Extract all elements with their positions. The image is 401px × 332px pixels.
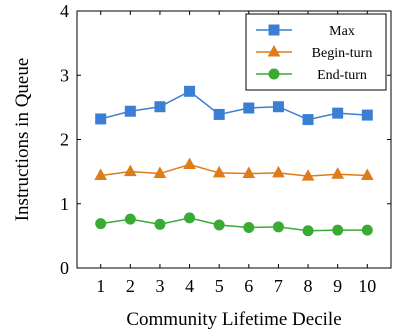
- x-axis-label: Community Lifetime Decile: [126, 309, 341, 330]
- data-point-max: [213, 108, 225, 120]
- data-point-max: [124, 105, 136, 117]
- y-tick-label: 1: [60, 194, 69, 214]
- x-tick-label: 9: [333, 276, 342, 296]
- data-point-begin-turn: [212, 165, 226, 178]
- y-tick-label: 0: [60, 258, 69, 278]
- x-tick-label: 7: [274, 276, 283, 296]
- data-point-begin-turn: [183, 157, 196, 170]
- data-point-end-turn: [243, 222, 255, 234]
- data-point-begin-turn: [242, 166, 256, 179]
- data-point-begin-turn: [301, 169, 315, 181]
- data-point-max: [184, 85, 196, 97]
- data-point-max: [361, 109, 373, 121]
- y-axis-label: Instructions in Queue: [12, 58, 33, 222]
- series-end-turn: [95, 212, 373, 237]
- series-line-begin-turn: [100, 163, 368, 177]
- data-point-end-turn: [213, 219, 225, 231]
- legend-marker-max: [268, 24, 280, 36]
- legend-label-end-turn: End-turn: [317, 68, 367, 83]
- legend: Max Begin-turn End-turn: [245, 13, 387, 91]
- data-point-begin-turn: [360, 168, 374, 180]
- data-point-max: [272, 101, 284, 113]
- x-tick-label: 3: [155, 276, 164, 296]
- legend-marker-begin-turn: [267, 44, 281, 57]
- x-tick-label: 10: [358, 276, 376, 296]
- data-point-begin-turn: [272, 165, 285, 178]
- series-line-max: [100, 90, 368, 121]
- data-point-end-turn: [302, 225, 314, 237]
- x-tick-label: 8: [304, 276, 313, 296]
- x-tick-label: 1: [96, 276, 105, 296]
- data-point-end-turn: [272, 221, 284, 233]
- data-point-end-turn: [95, 218, 107, 230]
- legend-marker-end-turn: [268, 68, 280, 80]
- legend-label-max: Max: [329, 24, 355, 39]
- data-point-end-turn: [154, 218, 166, 230]
- y-tick-label: 3: [60, 65, 69, 85]
- x-tick-label: 4: [185, 276, 194, 296]
- series-max: [95, 85, 373, 126]
- y-tick-label: 2: [60, 130, 69, 150]
- legend-label-begin-turn: Begin-turn: [312, 46, 373, 61]
- x-tick-label: 2: [126, 276, 135, 296]
- x-tick-label: 6: [244, 276, 253, 296]
- data-point-max: [154, 101, 166, 113]
- y-tick-label: 4: [60, 1, 69, 21]
- data-point-end-turn: [361, 224, 373, 236]
- series-begin-turn: [94, 157, 374, 181]
- data-point-end-turn: [184, 212, 196, 224]
- data-point-begin-turn: [94, 168, 108, 180]
- data-point-begin-turn: [123, 164, 137, 177]
- x-tick-label: 5: [215, 276, 224, 296]
- data-point-max: [243, 102, 255, 114]
- series-line-end-turn: [100, 217, 368, 232]
- data-point-end-turn: [332, 224, 344, 236]
- data-point-begin-turn: [153, 166, 167, 179]
- data-point-begin-turn: [331, 167, 345, 179]
- data-point-max: [95, 113, 107, 125]
- data-point-max: [332, 107, 344, 119]
- data-point-max: [302, 114, 314, 126]
- data-point-end-turn: [124, 213, 136, 225]
